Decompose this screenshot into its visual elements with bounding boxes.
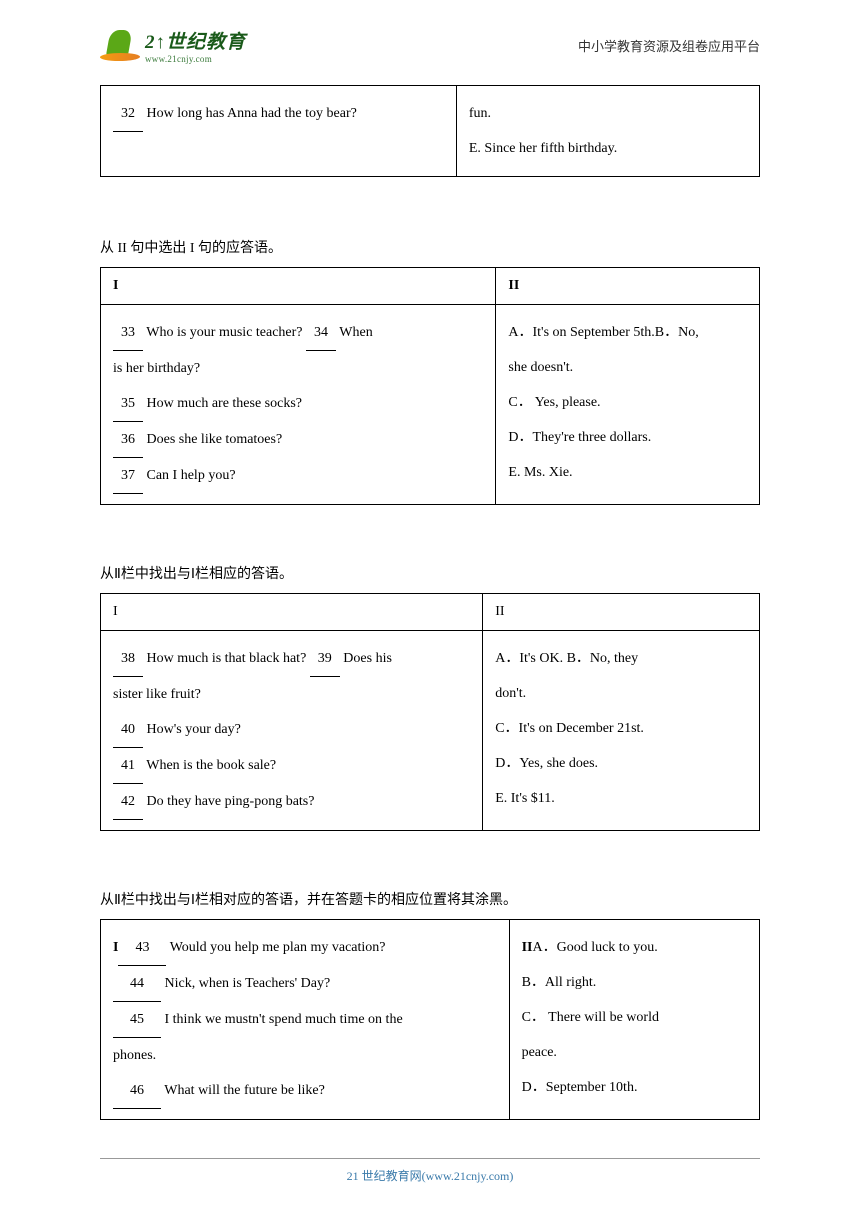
page-footer: 21 世纪教育网(www.21cnjy.com): [100, 1158, 760, 1184]
q42-text: Do they have ping-pong bats?: [143, 794, 314, 809]
logo-area: 2↑世纪教育 www.21cnjy.com: [100, 25, 246, 65]
q39-text: Does his: [340, 651, 392, 666]
header-right-text: 中小学教育资源及组卷应用平台: [578, 36, 760, 55]
q36-text: Does she like tomatoes?: [143, 432, 282, 447]
table-section-2: I II 33 Who is your music teacher? 34 Wh…: [100, 267, 760, 505]
main-content: 32 How long has Anna had the toy bear? f…: [0, 85, 860, 1120]
q34-cont: is her birthday?: [113, 351, 483, 386]
table-section-1: 32 How long has Anna had the toy bear? f…: [100, 85, 760, 177]
table-section-4: I43 Would you help me plan my vacation? …: [100, 919, 760, 1120]
q43-text: Would you help me plan my vacation?: [166, 940, 385, 955]
q39-cont: sister like fruit?: [113, 677, 470, 712]
blank-36[interactable]: 36: [113, 422, 143, 458]
table-cell: 38 How much is that black hat? 39 Does h…: [101, 631, 483, 831]
answer-text: peace.: [522, 1035, 747, 1070]
q38-text: How much is that black hat?: [143, 651, 310, 666]
blank-38[interactable]: 38: [113, 641, 143, 677]
q45-cont: phones.: [113, 1038, 497, 1073]
answer-text: she doesn't.: [508, 350, 747, 385]
blank-42[interactable]: 42: [113, 784, 143, 820]
blank-37[interactable]: 37: [113, 458, 143, 494]
logo-url-text: www.21cnjy.com: [145, 54, 246, 64]
table-cell: 33 Who is your music teacher? 34 When is…: [101, 305, 496, 505]
answer-text: A．Good luck to you.: [532, 940, 657, 955]
answer-text: C． There will be world: [522, 1000, 747, 1035]
blank-34[interactable]: 34: [306, 315, 336, 351]
instruction-3: 从Ⅱ栏中找出与Ⅰ栏相应的答语。: [100, 563, 760, 583]
page-header: 2↑世纪教育 www.21cnjy.com 中小学教育资源及组卷应用平台: [0, 0, 860, 75]
answer-text: A．It's OK. B．No, they: [495, 641, 747, 676]
blank-33[interactable]: 33: [113, 315, 143, 351]
table-cell: 32 How long has Anna had the toy bear?: [101, 86, 457, 177]
q32-text: How long has Anna had the toy bear?: [143, 106, 357, 121]
answer-text: C．It's on December 21st.: [495, 711, 747, 746]
blank-43[interactable]: 43: [118, 930, 166, 966]
blank-40[interactable]: 40: [113, 712, 143, 748]
table-header-right: II: [496, 268, 760, 305]
answer-text: E. Ms. Xie.: [508, 455, 747, 490]
table-cell: I43 Would you help me plan my vacation? …: [101, 920, 510, 1120]
answer-text: E. Since her fifth birthday.: [469, 131, 747, 166]
q45-text: I think we mustn't spend much time on th…: [161, 1012, 403, 1027]
table-header-left: I: [101, 594, 483, 631]
blank-39[interactable]: 39: [310, 641, 340, 677]
blank-45[interactable]: 45: [113, 1002, 161, 1038]
answer-text: E. It's $11.: [495, 781, 747, 816]
answer-text: A．It's on September 5th.B．No,: [508, 315, 747, 350]
answer-text: D．Yes, she does.: [495, 746, 747, 781]
table-section-3: I II 38 How much is that black hat? 39 D…: [100, 593, 760, 831]
blank-32[interactable]: 32: [113, 96, 143, 132]
blank-46[interactable]: 46: [113, 1073, 161, 1109]
q37-text: Can I help you?: [143, 468, 236, 483]
answer-text: B．All right.: [522, 965, 747, 1000]
table-cell: IIA．Good luck to you. B．All right. C． Th…: [509, 920, 759, 1120]
logo-icon: [100, 25, 140, 65]
logo-main-text: 2↑世纪教育: [145, 27, 246, 54]
answer-text: D．They're three dollars.: [508, 420, 747, 455]
table-cell: fun. E. Since her fifth birthday.: [456, 86, 759, 177]
table-cell: A．It's on September 5th.B．No, she doesn'…: [496, 305, 760, 505]
q35-text: How much are these socks?: [143, 396, 302, 411]
q40-text: How's your day?: [143, 722, 241, 737]
blank-41[interactable]: 41: [113, 748, 143, 784]
q41-text: When is the book sale?: [143, 758, 276, 773]
table-header-left: I: [101, 268, 496, 305]
q44-text: Nick, when is Teachers' Day?: [161, 976, 330, 991]
q46-text: What will the future be like?: [161, 1083, 325, 1098]
q34-text: When: [336, 325, 373, 340]
answer-text: fun.: [469, 96, 747, 131]
table-header-right: II: [483, 594, 760, 631]
answer-text: don't.: [495, 676, 747, 711]
answer-text: D．September 10th.: [522, 1070, 747, 1105]
instruction-2: 从 II 句中选出 I 句的应答语。: [100, 237, 760, 257]
instruction-4: 从Ⅱ栏中找出与Ⅰ栏相对应的答语，并在答题卡的相应位置将其涂黑。: [100, 889, 760, 909]
table-cell: A．It's OK. B．No, they don't. C．It's on D…: [483, 631, 760, 831]
blank-35[interactable]: 35: [113, 386, 143, 422]
logo-text: 2↑世纪教育 www.21cnjy.com: [145, 27, 246, 64]
q33-text: Who is your music teacher?: [143, 325, 306, 340]
answer-text: C． Yes, please.: [508, 385, 747, 420]
col-label-ii: II: [522, 940, 533, 955]
blank-44[interactable]: 44: [113, 966, 161, 1002]
